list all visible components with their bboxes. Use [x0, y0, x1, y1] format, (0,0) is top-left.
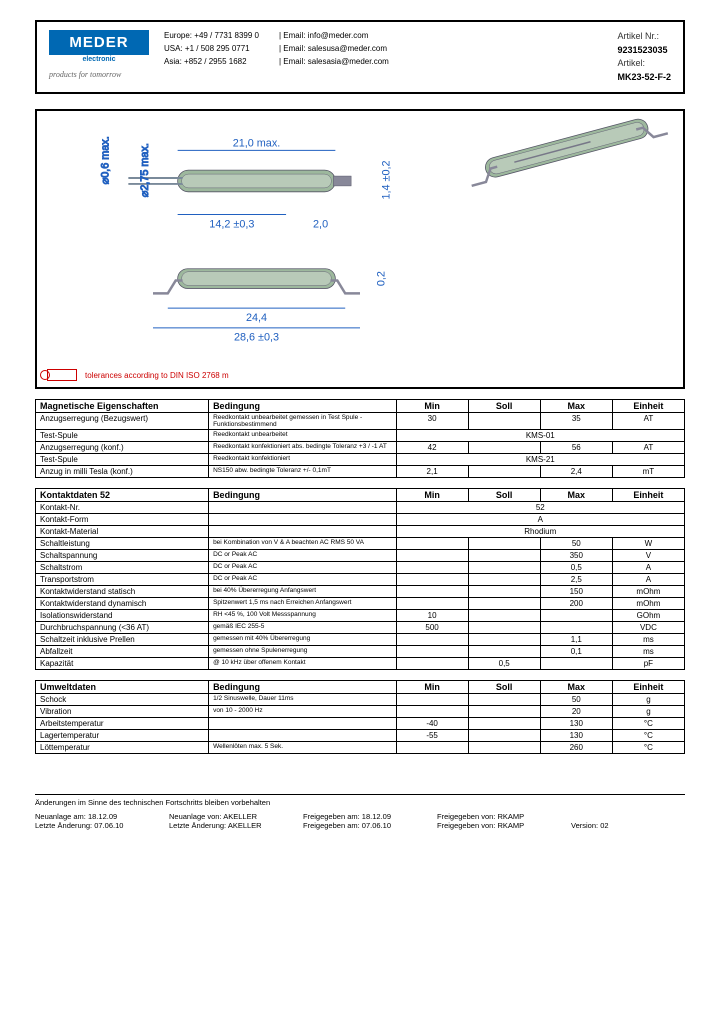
- technical-drawing: ⌀0,6 max. ⌀2,75 max. 21,0 max. 14,2 ±0,3…: [35, 109, 685, 389]
- meder-logo: MEDER: [49, 30, 149, 55]
- tolerance-note: tolerances according to DIN ISO 2768 m: [47, 369, 229, 381]
- svg-text:24,4: 24,4: [246, 312, 267, 324]
- contact-column: Europe: +49 / 7731 8399 0 USA: +1 / 508 …: [164, 30, 602, 84]
- footer-row-1: Neuanlage am: 18.12.09 Neuanlage von: AK…: [35, 812, 685, 821]
- svg-text:⌀0,6 max.: ⌀0,6 max.: [100, 136, 112, 184]
- table-row: LöttemperaturWellenlöten max. 5 Sek.260°…: [36, 742, 685, 754]
- footer: Änderungen im Sinne des technischen Fort…: [35, 794, 685, 830]
- svg-text:1,4 ±0,2: 1,4 ±0,2: [381, 160, 393, 199]
- svg-text:28,6 ±0,3: 28,6 ±0,3: [234, 332, 279, 344]
- datasheet-page: MEDER electronic products for tomorrow E…: [0, 0, 720, 850]
- table1-body: Anzugserregung (Bezugswert)Reedkontakt u…: [36, 413, 685, 478]
- svg-text:⌀2,75 max.: ⌀2,75 max.: [139, 143, 151, 197]
- table-row: Anzugserregung (Bezugswert)Reedkontakt u…: [36, 413, 685, 430]
- article-column: Artikel Nr.: 9231523035 Artikel: MK23-52…: [617, 30, 671, 84]
- table-row: Schaltleistungbei Kombination von V & A …: [36, 538, 685, 550]
- svg-text:21,0 max.: 21,0 max.: [233, 137, 281, 149]
- table-row: Kontaktwiderstand statischbei 40% Überer…: [36, 586, 685, 598]
- table-row: Kontaktwiderstand dynamischSpitzenwert 1…: [36, 598, 685, 610]
- environmental-data-table: Umweltdaten Bedingung Min Soll Max Einhe…: [35, 680, 685, 754]
- table-row: Kapazität@ 10 kHz über offenem Kontakt0,…: [36, 658, 685, 670]
- tolerance-icon: [47, 369, 77, 381]
- contact-data-table: Kontaktdaten 52 Bedingung Min Soll Max E…: [35, 488, 685, 670]
- magnetic-properties-table: Magnetische Eigenschaften Bedingung Min …: [35, 399, 685, 478]
- table-row: SchaltspannungDC or Peak AC350V: [36, 550, 685, 562]
- table-row: Test-SpuleReedkontakt unbearbeitetKMS-01: [36, 430, 685, 442]
- table-row: Kontakt-Nr.52: [36, 502, 685, 514]
- tagline: products for tomorrow: [49, 70, 149, 79]
- table-row: Test-SpuleReedkontakt konfektioniertKMS-…: [36, 454, 685, 466]
- header-box: MEDER electronic products for tomorrow E…: [35, 20, 685, 94]
- table-row: Kontakt-FormA: [36, 514, 685, 526]
- svg-text:14,2 ±0,3: 14,2 ±0,3: [209, 218, 254, 230]
- footer-row-2: Letzte Änderung: 07.06.10 Letzte Änderun…: [35, 821, 685, 830]
- table-row: Durchbruchspannung (<36 AT)gemäß IEC 255…: [36, 622, 685, 634]
- table-row: Kontakt-MaterialRhodium: [36, 526, 685, 538]
- table-row: Anzugserregung (konf.)Reedkontakt konfek…: [36, 442, 685, 454]
- table-row: TransportstromDC or Peak AC2,5A: [36, 574, 685, 586]
- table-row: Vibrationvon 10 - 2000 Hz20g: [36, 706, 685, 718]
- footer-note: Änderungen im Sinne des technischen Fort…: [35, 794, 685, 807]
- table-row: SchaltstromDC or Peak AC0,5A: [36, 562, 685, 574]
- svg-text:2,0: 2,0: [313, 218, 328, 230]
- logo-subtitle: electronic: [49, 55, 149, 64]
- table-row: Lagertemperatur-55130°C: [36, 730, 685, 742]
- logo-column: MEDER electronic products for tomorrow: [49, 30, 149, 84]
- table-row: Abfallzeitgemessen ohne Spulenerregung0,…: [36, 646, 685, 658]
- table3-body: Schock1/2 Sinuswelle, Dauer 11ms50gVibra…: [36, 694, 685, 754]
- table-row: Schock1/2 Sinuswelle, Dauer 11ms50g: [36, 694, 685, 706]
- table2-body: Kontakt-Nr.52Kontakt-FormAKontakt-Materi…: [36, 502, 685, 670]
- table-row: IsolationswiderstandRH <45 %, 100 Volt M…: [36, 610, 685, 622]
- table-row: Schaltzeit inklusive Prellengemessen mit…: [36, 634, 685, 646]
- svg-text:0,2: 0,2: [376, 271, 388, 286]
- drawing-svg: ⌀0,6 max. ⌀2,75 max. 21,0 max. 14,2 ±0,3…: [37, 111, 683, 387]
- table-row: Arbeitstemperatur-40130°C: [36, 718, 685, 730]
- table-row: Anzug in milli Tesla (konf.)NS150 abw. b…: [36, 466, 685, 478]
